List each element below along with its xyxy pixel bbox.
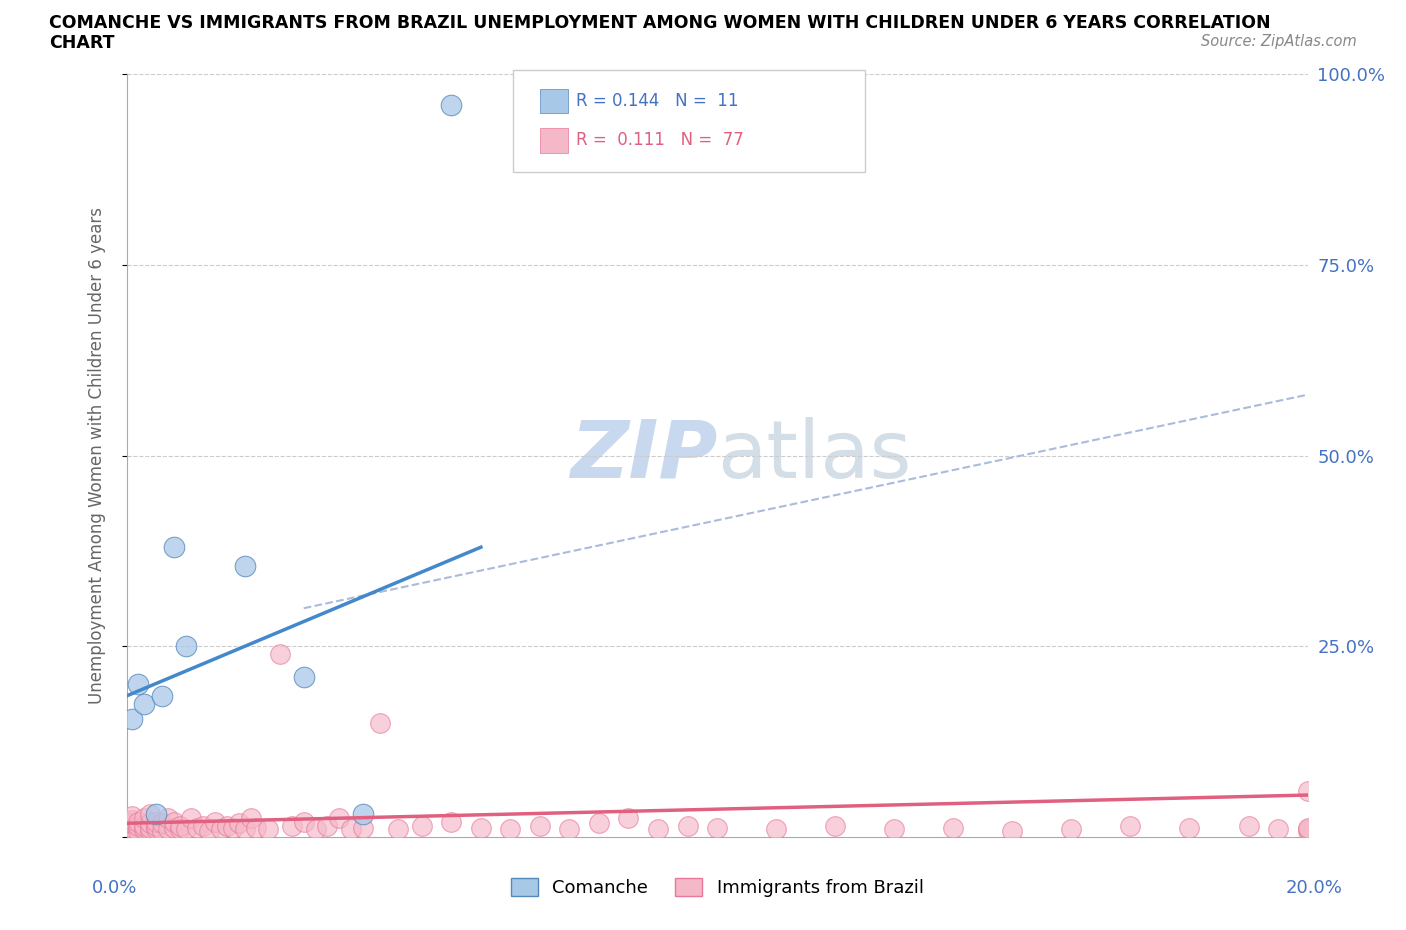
Point — [499, 822, 522, 837]
Point — [163, 815, 186, 830]
Point — [328, 811, 350, 826]
Legend: Comanche, Immigrants from Brazil: Comanche, Immigrants from Brazil — [503, 870, 931, 904]
Point — [193, 818, 215, 833]
Point — [139, 816, 162, 830]
Point — [529, 818, 551, 833]
Point — [883, 822, 905, 837]
Point — [588, 816, 610, 830]
Point — [134, 696, 156, 711]
Point — [440, 98, 463, 113]
Point — [156, 822, 179, 837]
Point — [156, 811, 179, 826]
Text: atlas: atlas — [717, 417, 911, 495]
Point — [139, 823, 162, 838]
Point — [186, 820, 208, 835]
Point — [676, 818, 699, 833]
Point — [1178, 820, 1201, 835]
Point — [1296, 822, 1319, 837]
Point — [134, 818, 156, 833]
Point — [245, 820, 267, 835]
Point — [281, 818, 304, 833]
Point — [706, 820, 728, 835]
Point — [647, 822, 669, 837]
Point — [115, 818, 138, 833]
Point — [1237, 818, 1260, 833]
Point — [269, 646, 291, 661]
Point — [352, 806, 374, 821]
Point — [558, 822, 581, 837]
Point — [1296, 823, 1319, 838]
Point — [239, 811, 262, 826]
Point — [121, 820, 143, 835]
Point — [121, 822, 143, 837]
Point — [1296, 784, 1319, 799]
Point — [352, 820, 374, 835]
Point — [174, 822, 197, 837]
Point — [1296, 820, 1319, 835]
Point — [387, 822, 409, 837]
Point — [169, 818, 191, 833]
Point — [121, 808, 143, 823]
Point — [174, 639, 197, 654]
Point — [765, 822, 787, 837]
Point — [134, 822, 156, 837]
Point — [127, 818, 149, 833]
Point — [145, 822, 167, 837]
Point — [150, 823, 173, 838]
Point — [292, 815, 315, 830]
Point — [145, 815, 167, 830]
Text: ZIP: ZIP — [569, 417, 717, 495]
Point — [134, 811, 156, 826]
Point — [215, 818, 238, 833]
Text: CHART: CHART — [49, 34, 115, 52]
Point — [292, 670, 315, 684]
Point — [169, 822, 191, 837]
Text: Source: ZipAtlas.com: Source: ZipAtlas.com — [1201, 34, 1357, 49]
Point — [1001, 823, 1024, 838]
Point — [304, 822, 326, 837]
Point — [228, 816, 250, 830]
Point — [127, 677, 149, 692]
Point — [824, 818, 846, 833]
Point — [198, 823, 221, 838]
Point — [1119, 818, 1142, 833]
Point — [145, 818, 167, 833]
Point — [257, 822, 280, 837]
Point — [115, 815, 138, 830]
Text: 20.0%: 20.0% — [1286, 879, 1343, 897]
Point — [145, 806, 167, 821]
Point — [163, 539, 186, 554]
Point — [233, 559, 256, 574]
Point — [121, 711, 143, 726]
Point — [617, 811, 640, 826]
Point — [222, 820, 245, 835]
Point — [411, 818, 433, 833]
Point — [1060, 822, 1083, 837]
Text: R = 0.144   N =  11: R = 0.144 N = 11 — [576, 92, 740, 111]
Point — [1267, 822, 1289, 837]
Point — [204, 815, 226, 830]
Point — [470, 820, 492, 835]
Point — [340, 822, 363, 837]
Point — [150, 688, 173, 703]
Point — [150, 816, 173, 830]
Point — [370, 715, 392, 730]
Point — [316, 818, 339, 833]
Text: COMANCHE VS IMMIGRANTS FROM BRAZIL UNEMPLOYMENT AMONG WOMEN WITH CHILDREN UNDER : COMANCHE VS IMMIGRANTS FROM BRAZIL UNEMP… — [49, 14, 1271, 32]
Point — [440, 815, 463, 830]
Point — [121, 813, 143, 828]
Point — [127, 823, 149, 838]
Point — [139, 820, 162, 835]
Point — [121, 816, 143, 830]
Text: R =  0.111   N =  77: R = 0.111 N = 77 — [576, 131, 744, 150]
Point — [127, 815, 149, 830]
Point — [163, 820, 186, 835]
Y-axis label: Unemployment Among Women with Children Under 6 years: Unemployment Among Women with Children U… — [87, 207, 105, 704]
Text: 0.0%: 0.0% — [91, 879, 136, 897]
Point — [233, 822, 256, 837]
Point — [180, 811, 202, 826]
Point — [209, 822, 232, 837]
Point — [942, 820, 965, 835]
Point — [139, 806, 162, 821]
